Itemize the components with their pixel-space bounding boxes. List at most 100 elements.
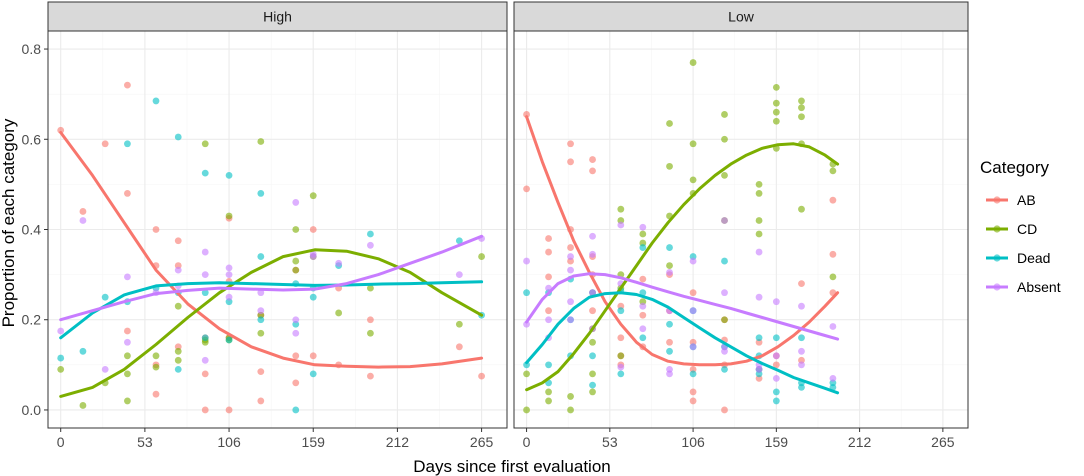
point-dead <box>666 347 673 355</box>
point-ab <box>567 158 574 166</box>
point-cd <box>617 205 625 213</box>
point-dead <box>545 361 552 369</box>
legend-label: CD <box>1017 221 1037 237</box>
point-absent <box>666 268 673 276</box>
legend-label: AB <box>1017 192 1036 208</box>
point-absent <box>455 271 463 279</box>
legend-key-point <box>993 254 1001 262</box>
x-axis-title: Days since first evaluation <box>413 457 610 476</box>
point-dead <box>124 140 131 148</box>
point-cd <box>689 176 697 184</box>
point-dead <box>174 133 182 141</box>
point-absent <box>57 327 65 335</box>
point-cd <box>174 302 182 310</box>
point-absent <box>545 316 552 324</box>
point-absent <box>124 273 131 281</box>
point-absent <box>829 323 837 330</box>
point-absent <box>589 250 596 258</box>
point-absent <box>174 266 182 274</box>
point-cd <box>367 329 374 337</box>
point-absent <box>721 347 728 355</box>
x-tick-label: 106 <box>681 434 705 450</box>
point-dead <box>772 334 780 342</box>
point-absent <box>523 257 530 265</box>
point-cd <box>257 329 265 337</box>
point-dead <box>617 307 625 315</box>
smooth-curve-cd <box>59 248 484 398</box>
point-dead <box>225 171 233 179</box>
point-cd <box>666 162 673 170</box>
x-tick-label: 106 <box>217 434 241 450</box>
point-cd <box>79 402 87 409</box>
point-absent <box>721 217 728 224</box>
point-cd <box>545 397 552 405</box>
point-dead <box>152 97 160 105</box>
smooth-curve-ab <box>525 115 840 367</box>
point-ab <box>257 368 265 376</box>
point-ab <box>639 311 647 319</box>
legend-item-ab: AB <box>986 192 1036 208</box>
point-cd <box>829 273 837 281</box>
point-ab <box>689 289 697 297</box>
legend-key-point <box>993 196 1001 204</box>
point-cd <box>567 406 574 414</box>
panel-low: Low 0 53 106 159 212 265 <box>513 1 969 450</box>
point-cd <box>292 226 300 233</box>
point-ab <box>292 352 300 360</box>
point-ab <box>455 343 463 351</box>
smooth-curve-dead <box>525 291 840 395</box>
point-cd <box>829 167 837 175</box>
panel-high: High 0 53 106 159 212 265 0.0 0.2 0.4 0.6 0.8 <box>22 1 508 450</box>
point-cd <box>617 352 625 360</box>
point-absent <box>755 248 763 256</box>
point-ab <box>124 81 131 89</box>
point-ab <box>689 397 697 405</box>
point-absent <box>721 289 728 297</box>
point-cd <box>174 356 182 364</box>
point-dead <box>639 289 647 297</box>
point-cd <box>309 192 317 200</box>
point-dead <box>639 244 647 251</box>
legend-item-cd: CD <box>986 221 1037 237</box>
point-absent <box>292 329 300 337</box>
point-dead <box>721 365 728 373</box>
point-dead <box>755 334 763 342</box>
point-dead <box>639 334 647 342</box>
point-ab <box>309 352 317 360</box>
point-ab <box>523 111 530 118</box>
y-tick-label: 0.0 <box>22 402 42 418</box>
point-cd <box>666 262 673 269</box>
point-ab <box>589 307 596 315</box>
point-absent <box>772 298 780 306</box>
point-ab <box>152 390 160 398</box>
point-absent <box>257 289 265 297</box>
point-ab <box>772 361 780 369</box>
point-cd <box>523 370 530 378</box>
point-absent <box>201 356 209 364</box>
point-ab <box>567 244 574 251</box>
point-cd <box>798 97 805 105</box>
point-cd <box>666 120 673 127</box>
point-cd <box>335 309 343 317</box>
point-dead <box>225 336 233 344</box>
point-ab <box>174 237 182 245</box>
point-cd <box>772 108 780 116</box>
y-tick-label: 0.4 <box>22 222 42 238</box>
point-dead <box>367 230 374 238</box>
point-absent <box>772 352 780 360</box>
point-absent <box>225 271 233 279</box>
x-tick-label: 212 <box>848 434 872 450</box>
point-ab <box>589 167 596 175</box>
point-cd <box>57 365 65 373</box>
point-absent <box>225 293 233 301</box>
facet-label: High <box>263 9 292 25</box>
point-ab <box>367 316 374 324</box>
point-cd <box>201 140 209 148</box>
point-dead <box>201 334 209 342</box>
smooth-curve-ab <box>59 131 484 369</box>
point-ab <box>57 126 65 134</box>
point-dead <box>201 169 209 177</box>
point-absent <box>124 338 131 346</box>
point-ab <box>101 140 109 148</box>
legend-item-absent: Absent <box>986 279 1061 295</box>
